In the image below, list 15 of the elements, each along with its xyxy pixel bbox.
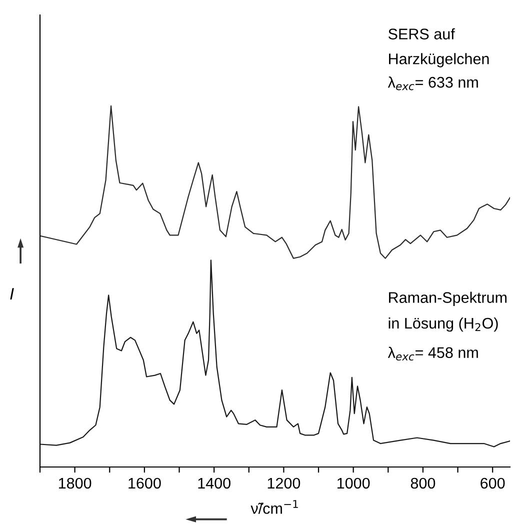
x-tick-label: 800: [410, 478, 436, 489]
x-tick-label: 1800: [58, 478, 92, 489]
annotation: in Lösung (H$_{2}$O): [388, 317, 498, 332]
annotation: λ$_{exc}$= 458 nm: [388, 346, 478, 361]
x-tick-label: 1600: [128, 478, 161, 489]
x-tick-label: 1400: [198, 478, 230, 489]
x-tick-label: 600: [480, 478, 505, 489]
x-axis-title: ν̃/cm$^{−1}$: [250, 500, 298, 514]
x-tick-label: 1000: [338, 478, 370, 489]
annotation: Raman-Spektrum: [389, 292, 507, 306]
y-axis-title: I: [10, 288, 14, 300]
x-tick-label: 1200: [268, 478, 300, 489]
text: λ$_{exc}$= 633 nm: [388, 76, 478, 90]
text: Harzkügelchen: [389, 53, 489, 68]
text: SERS auf: [388, 28, 455, 40]
